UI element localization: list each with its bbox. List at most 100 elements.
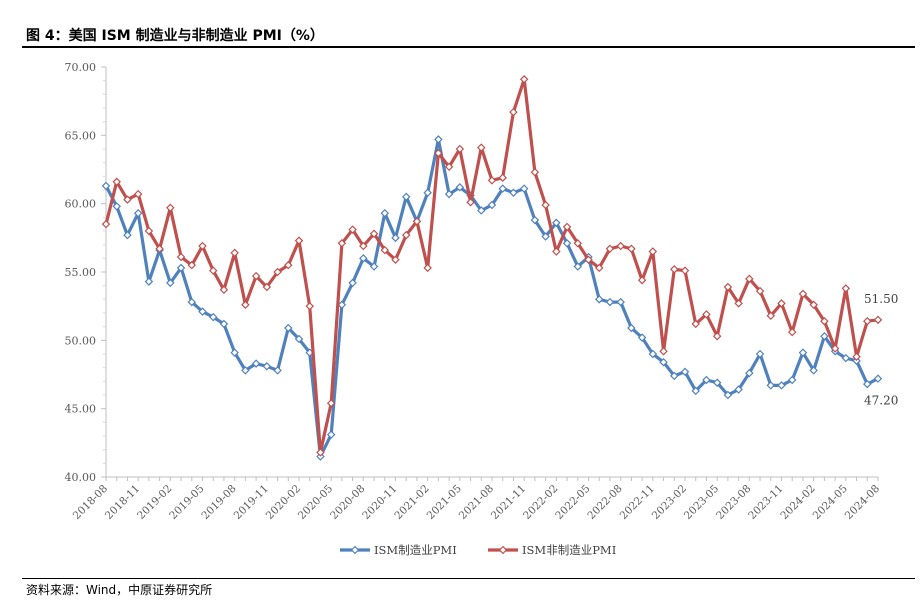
data-point-marker [305,301,314,311]
data-point-marker [444,162,454,172]
source-rule [22,578,915,579]
data-point-marker [187,260,197,270]
data-point-marker [605,297,615,307]
data-point-marker [509,107,518,117]
chart-lines: 51.50 47.20 [101,75,898,461]
data-point-marker [562,222,572,232]
data-point-marker [637,333,647,342]
data-point-marker [594,263,604,273]
data-point-marker [391,233,400,243]
end-label-nonmanufacturing: 51.50 [864,292,898,306]
data-point-marker [766,381,776,390]
legend-marker [350,545,360,555]
figure-title: 图 4：美国 ISM 制造业与非制造业 PMI（%） [26,28,324,44]
legend-label: ISM制造业PMI [374,543,457,557]
data-point-marker [466,198,475,207]
data-point-marker [477,206,486,215]
data-point-marker [241,366,250,375]
data-point-marker [820,331,829,341]
end-label-manufacturing: 47.20 [864,394,898,408]
title-rule [22,46,915,48]
data-point-marker [176,263,186,273]
y-tick-label: 70.00 [65,61,97,74]
data-point-marker [723,390,733,400]
data-point-marker [863,316,872,326]
data-point-marker [444,189,454,199]
data-point-marker [123,195,132,204]
data-point-marker [584,255,593,264]
data-point-marker [380,245,390,255]
data-point-marker [873,315,883,325]
data-point-marker [294,236,304,245]
data-point-marker [144,277,154,286]
data-point-marker [616,297,625,307]
data-point-marker [616,241,625,251]
data-point-marker [777,381,786,390]
data-point-marker [284,260,293,270]
data-point-marker [541,200,550,210]
data-point-marker [787,375,797,385]
data-point-marker [830,344,840,353]
data-point-marker [777,299,786,308]
data-point-marker [691,386,700,396]
data-point-marker [434,135,443,144]
data-point-marker [487,200,497,210]
y-tick-label: 45.00 [65,403,97,416]
data-point-marker [766,311,776,320]
data-point-marker [112,177,121,187]
data-point-marker [659,357,668,367]
data-point-marker [670,265,679,274]
data-point-marker [166,203,175,213]
data-point-marker [573,262,583,271]
data-point-marker [273,267,282,277]
data-point-marker [798,348,808,357]
data-point-marker [702,375,711,385]
data-point-marker [745,274,754,284]
data-point-marker [241,300,250,310]
data-point-marker [455,144,465,154]
data-point-marker [198,241,207,251]
data-point-marker [455,183,465,192]
data-point-marker [820,316,829,326]
data-point-marker [594,295,604,304]
data-point-marker [133,189,143,199]
y-tick-label: 50.00 [65,334,97,347]
chart-legend: ISM制造业PMI ISM非制造业PMI [340,543,616,557]
data-point-marker [251,271,261,281]
data-point-marker [326,430,336,439]
legend-marker [498,545,508,555]
data-point-marker [133,208,143,218]
data-point-marker [294,334,304,344]
data-point-marker [841,353,851,363]
data-point-marker [605,244,615,254]
data-point-marker [852,352,861,361]
data-point-marker [326,398,336,408]
data-point-marker [219,285,229,295]
data-point-marker [498,173,507,182]
data-point-marker [434,148,443,158]
data-point-marker [359,254,368,263]
y-tick-label: 55.00 [65,266,97,279]
data-point-marker [734,385,743,394]
data-point-marker [284,323,293,333]
data-point-marker [573,239,583,248]
data-point-marker [401,192,411,202]
legend-item-manufacturing: ISM制造业PMI [340,543,457,557]
data-point-marker [208,312,218,322]
data-point-marker [519,184,529,193]
data-point-marker [787,327,797,337]
y-tick-label: 60.00 [65,198,97,211]
data-point-marker [359,241,368,251]
data-point-marker [477,143,486,152]
data-point-marker [208,266,218,275]
data-point-marker [273,366,282,375]
data-point-marker [680,266,690,275]
data-point-marker [552,218,561,228]
data-point-marker [873,374,883,383]
data-point-marker [530,215,540,225]
data-point-marker [391,255,400,264]
data-point-marker [187,297,197,307]
data-point-marker [734,299,743,308]
data-point-marker [198,307,207,316]
